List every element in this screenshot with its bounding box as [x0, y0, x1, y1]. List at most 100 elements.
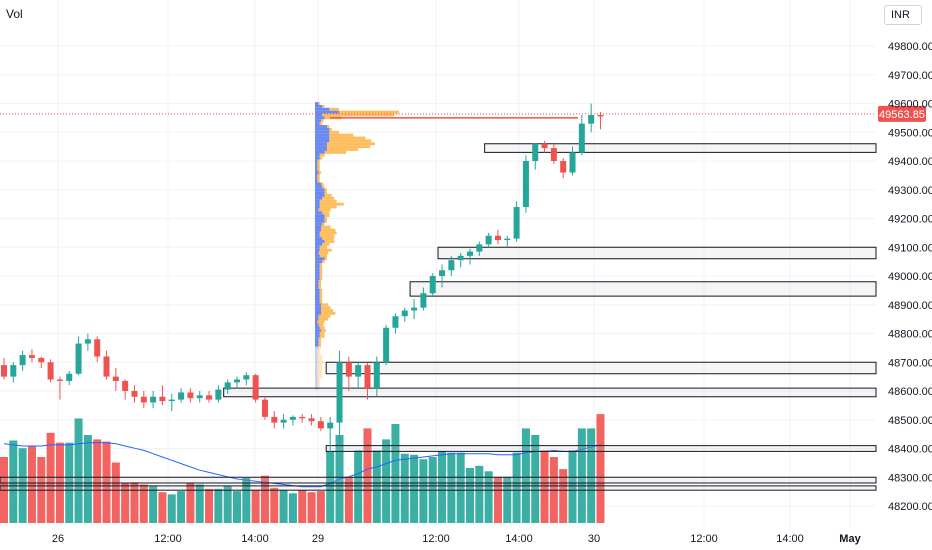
profile-bar-sell — [317, 372, 323, 376]
profile-bar-buy — [315, 162, 318, 166]
profile-bar-sell — [324, 217, 327, 220]
candle-body — [355, 365, 362, 377]
volume-bar — [354, 450, 363, 523]
candle-body — [448, 260, 455, 271]
profile-bar-sell — [319, 254, 327, 258]
profile-bar-buy — [315, 263, 320, 266]
profile-bar-sell — [321, 303, 329, 307]
profile-bar-buy — [315, 340, 319, 344]
profile-bar-buy — [315, 104, 323, 108]
volume-bar — [233, 491, 241, 523]
candle-body — [159, 396, 166, 402]
profile-bar-buy — [315, 219, 325, 223]
volume-bar — [559, 469, 568, 523]
profile-bar-sell — [317, 159, 320, 163]
profile-bar-buy — [315, 194, 325, 197]
profile-bar-buy — [315, 326, 320, 330]
profile-bar-sell — [329, 130, 339, 134]
candle-body — [494, 235, 501, 241]
profile-bar-sell — [317, 375, 323, 379]
profile-bar-sell — [322, 211, 330, 215]
profile-bar-sell — [327, 125, 330, 128]
support-resistance-zones — [0, 143, 877, 491]
profile-bar-sell — [319, 234, 335, 238]
zone-box — [325, 445, 877, 452]
profile-bar-sell — [319, 300, 323, 304]
candle-body — [364, 365, 371, 389]
volume-bar — [438, 451, 447, 523]
profile-bar-sell — [319, 277, 323, 281]
profile-bar-buy — [315, 150, 325, 154]
candle-body — [150, 396, 157, 403]
candle-body — [131, 391, 138, 397]
profile-bar-buy — [315, 257, 325, 261]
zone-box — [0, 476, 877, 484]
profile-bar-buy — [315, 148, 327, 151]
profile-bar-buy — [315, 291, 320, 295]
volume-bar — [121, 483, 130, 523]
volume-bar — [205, 488, 214, 523]
profile-bar-buy — [315, 217, 325, 220]
profile-bar-sell — [317, 168, 320, 172]
candle-body — [178, 392, 185, 400]
profile-bar-sell — [317, 349, 320, 353]
volume-bar — [363, 428, 372, 523]
volume-bar — [484, 471, 493, 523]
profile-bar-sell — [318, 346, 321, 350]
profile-bar-sell — [319, 205, 337, 209]
profile-bar-buy — [315, 242, 323, 246]
price-axis[interactable]: 49800.00 49700.00 49600.00 49500.00 49400.00… — [888, 41, 932, 513]
profile-bar-buy — [315, 366, 318, 370]
profile-bar-buy — [315, 363, 318, 367]
volume-bar — [456, 452, 465, 523]
price-tick-label: 49200.00 — [888, 214, 932, 226]
volume-bar — [447, 452, 456, 523]
volume-indicator-label[interactable]: Vol — [6, 7, 23, 21]
candle-body — [112, 376, 119, 381]
profile-bar-buy — [315, 297, 320, 301]
profile-bar-buy — [315, 225, 321, 229]
volume-bar — [130, 482, 139, 523]
time-axis[interactable]: 26 12:00 14:00 29 12:00 14:00 30 12:00 14:00 May — [52, 533, 862, 545]
candle-body — [215, 389, 222, 400]
profile-bar-sell — [317, 383, 320, 387]
profile-bar-sell — [317, 369, 323, 373]
profile-bar-buy — [315, 383, 318, 387]
profile-bar-buy — [315, 323, 319, 327]
profile-bar-buy — [315, 156, 320, 160]
volume-bar — [372, 450, 381, 523]
profile-bar-buy — [315, 372, 318, 376]
profile-bar-sell — [319, 265, 323, 269]
candle-body — [550, 148, 557, 161]
candle-body — [532, 143, 539, 161]
profile-bar-buy — [315, 199, 320, 203]
profile-bar-sell — [322, 237, 335, 241]
profile-bar-sell — [319, 332, 325, 335]
zone-box — [437, 246, 877, 260]
volume-bar — [177, 491, 186, 523]
price-tick-label: 48800.00 — [888, 329, 932, 341]
profile-bar-sell — [327, 142, 375, 146]
time-tick-label: May — [839, 533, 861, 545]
volume-bar — [288, 493, 297, 523]
profile-bar-sell — [317, 320, 325, 324]
profile-bar-buy — [315, 274, 320, 278]
profile-bar-buy — [315, 245, 320, 249]
volume-bar — [568, 450, 577, 523]
profile-bar-sell — [319, 274, 323, 278]
candle-body — [383, 327, 390, 363]
volume-bar — [521, 428, 530, 523]
profile-bar-buy — [315, 139, 330, 143]
volume-bar — [195, 484, 204, 523]
grid — [0, 0, 876, 527]
candle-body — [308, 418, 315, 422]
profile-bar-buy — [315, 334, 320, 338]
profile-bar-sell — [319, 263, 323, 266]
volume-bar — [344, 476, 353, 523]
price-tick-label: 49500.00 — [888, 127, 932, 139]
profile-bar-sell — [319, 156, 323, 160]
volume-bar — [139, 484, 148, 523]
currency-badge[interactable]: INR — [884, 5, 922, 25]
profile-bar-sell — [318, 343, 321, 347]
